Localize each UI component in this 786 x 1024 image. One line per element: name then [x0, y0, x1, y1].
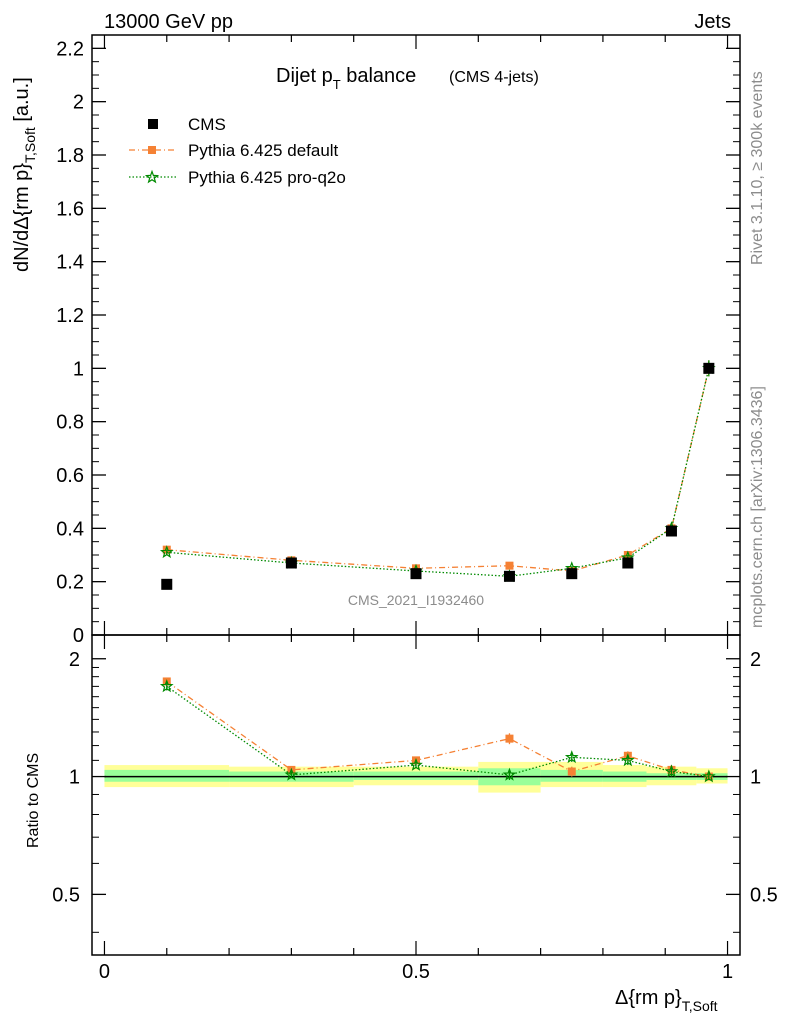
- main-ytick-label: 2: [73, 92, 84, 114]
- ratio-ytick-label: 0.5: [52, 884, 80, 906]
- ratio-ytick-label: 2: [69, 649, 80, 671]
- ratio-ytick-label-right: 1: [750, 767, 761, 789]
- legend-label-proq2o: Pythia 6.425 pro-q2o: [188, 168, 346, 187]
- ratio-point-proq2o: [564, 750, 579, 764]
- chart-title-rest: balance: [341, 65, 417, 87]
- chart-title-sub: T: [333, 77, 341, 92]
- analysis-watermark: CMS_2021_I1932460: [348, 592, 484, 608]
- ratio-ytick-label-right: 2: [750, 649, 761, 671]
- main-ylabel-sub: T,Soft: [22, 127, 38, 163]
- ratio-band-green: [353, 771, 479, 780]
- ratio-panel-plot: 0.5 0.5 1 1 2 2 0 0.5 1: [52, 635, 778, 983]
- ratio-point-default: [505, 734, 514, 743]
- legend: CMS Pythia 6.425 default Pythia 6.425 pr…: [129, 115, 346, 187]
- legend-marker-default: [148, 146, 156, 154]
- main-point-cms: [622, 557, 634, 569]
- main-ytick-label: 1.6: [56, 198, 84, 220]
- main-point-cms: [665, 525, 677, 537]
- ratio-ytick-label: 1: [69, 767, 80, 789]
- main-point-cms: [285, 557, 297, 569]
- legend-marker-cms: [148, 119, 158, 129]
- main-point-cms: [410, 568, 422, 580]
- main-ytick-label: 1: [73, 358, 84, 380]
- main-ytick-label: 0.8: [56, 412, 84, 434]
- ratio-point-default: [567, 767, 576, 776]
- legend-label-cms: CMS: [188, 115, 226, 134]
- ratio-series-line: [166, 680, 709, 778]
- main-ylabel-unit: [a.u.]: [11, 77, 33, 127]
- main-point-default: [505, 561, 514, 570]
- main-ytick-label: 0.2: [56, 572, 84, 594]
- ratio-panel-frame: [91, 634, 741, 956]
- legend-marker-proq2o: [144, 169, 160, 184]
- ratio-point-proq2o: [284, 767, 299, 781]
- main-point-cms: [566, 568, 578, 580]
- xtick-label: 0: [99, 961, 110, 983]
- ratio-point-proq2o: [664, 764, 679, 778]
- main-ytick-label: 0.4: [56, 518, 84, 540]
- ratio-ytick-label-right: 0.5: [750, 884, 778, 906]
- process-label: Jets: [694, 11, 731, 33]
- xtick-label: 1: [722, 961, 733, 983]
- ratio-point-proq2o: [159, 679, 174, 693]
- main-ytick-label: 2.2: [56, 38, 84, 60]
- main-point-proq2o: [159, 545, 174, 559]
- main-ytick-label: 1.2: [56, 305, 84, 327]
- xlabel-text: Δ{rm p}: [615, 987, 682, 1009]
- main-ylabel: dN/dΔ{rm p}T,Soft [a.u.]: [11, 77, 38, 272]
- rivet-label: Rivet 3.1.10, ≥ 300k events: [749, 71, 766, 265]
- main-series-line: [166, 368, 710, 577]
- chart-title: Dijet pT balance: [276, 65, 416, 92]
- xtick-label: 0.5: [402, 961, 430, 983]
- main-series-line: [166, 368, 710, 572]
- xlabel-sub: T,Soft: [682, 998, 718, 1014]
- main-ytick-label: 0.6: [56, 465, 84, 487]
- main-ylabel-text: dN/dΔ{rm p}: [11, 163, 33, 272]
- main-panel-plot: 0 0.2 0.4 0.6 0.8 1 1.2 1.4 1.6 1.8 2 2.2: [56, 35, 740, 647]
- xlabel: Δ{rm p}T,Soft: [615, 987, 718, 1014]
- ratio-ylabel: Ratio to CMS: [25, 753, 42, 848]
- mcplots-label: mcplots.cern.ch [arXiv:1306.3436]: [749, 386, 766, 628]
- ratio-point-proq2o: [502, 767, 517, 781]
- chart-title-main: Dijet p: [276, 65, 333, 87]
- main-ytick-label: 0: [73, 625, 84, 647]
- ratio-point-proq2o: [701, 769, 716, 783]
- ratio-point-proq2o: [409, 757, 423, 771]
- chart-subtitle: (CMS 4-jets): [449, 69, 539, 86]
- main-ytick-label: 1.4: [56, 252, 84, 274]
- main-point-cms: [161, 578, 173, 590]
- main-point-cms: [703, 362, 715, 374]
- energy-label: 13000 GeV pp: [104, 11, 233, 33]
- ratio-point-proq2o: [620, 753, 635, 767]
- main-ytick-label: 1.8: [56, 145, 84, 167]
- legend-label-default: Pythia 6.425 default: [188, 141, 339, 160]
- main-point-cms: [503, 570, 515, 582]
